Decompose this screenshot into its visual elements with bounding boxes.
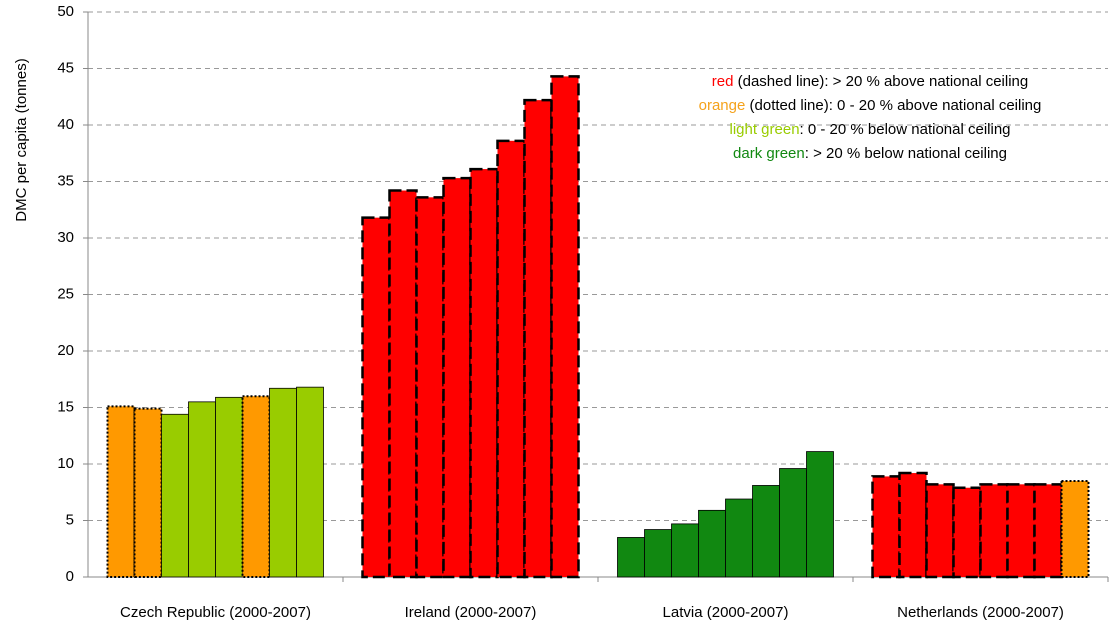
bar	[725, 498, 753, 578]
bar	[898, 471, 928, 579]
legend-text: : > 20 % below national ceiling	[805, 145, 1007, 162]
y-tick-label: 45	[57, 59, 74, 76]
legend-entry: light green: 0 - 20 % below national cei…	[729, 121, 1010, 138]
y-tick-label: 50	[57, 3, 74, 20]
x-tick-label: Netherlands (2000-2007)	[897, 604, 1064, 621]
legend-text: (dashed line): > 20 % above national cei…	[733, 73, 1028, 90]
bar	[415, 196, 445, 579]
y-tick-label: 40	[57, 116, 74, 133]
y-tick-label: 20	[57, 342, 74, 359]
bar	[698, 509, 726, 578]
bar	[671, 523, 699, 578]
bar	[550, 75, 580, 579]
bar	[361, 216, 391, 579]
bar	[215, 396, 243, 578]
y-tick-label: 0	[66, 568, 74, 585]
bar	[106, 405, 136, 578]
bar	[644, 529, 672, 578]
bar	[523, 98, 553, 579]
legend-word: dark green	[733, 145, 805, 162]
legend-word: orange	[699, 97, 746, 114]
bar	[806, 451, 834, 578]
bar	[752, 485, 780, 578]
bar	[269, 387, 297, 578]
y-tick-label: 10	[57, 455, 74, 472]
bar	[469, 167, 499, 579]
y-tick-label: 5	[66, 511, 74, 528]
legend-entry: orange (dotted line): 0 - 20 % above nat…	[699, 97, 1042, 114]
bar	[296, 386, 324, 578]
legend-text: (dotted line): 0 - 20 % above national c…	[745, 97, 1041, 114]
x-tick-label: Ireland (2000-2007)	[405, 604, 537, 621]
legend-word: red	[712, 73, 734, 90]
bar	[925, 483, 955, 579]
legend-word: light green	[729, 121, 799, 138]
x-tick-label: Latvia (2000-2007)	[663, 604, 789, 621]
bar	[241, 395, 271, 579]
bar	[496, 139, 526, 579]
legend-entry: dark green: > 20 % below national ceilin…	[733, 145, 1007, 162]
bar	[442, 176, 472, 579]
bar	[1033, 483, 1063, 579]
bar	[133, 407, 163, 578]
bar	[871, 475, 901, 579]
bar	[161, 413, 189, 578]
bar	[779, 468, 807, 578]
legend-text: : 0 - 20 % below national ceiling	[800, 121, 1011, 138]
y-tick-label: 25	[57, 285, 74, 302]
bar	[617, 537, 645, 578]
bar	[952, 486, 982, 579]
x-tick-label: Czech Republic (2000-2007)	[120, 604, 311, 621]
bar	[979, 483, 1009, 579]
y-tick-label: 35	[57, 172, 74, 189]
bar	[1060, 479, 1090, 579]
legend-entry: red (dashed line): > 20 % above national…	[712, 73, 1028, 90]
y-axis-label: DMC per capita (tonnes)	[13, 58, 30, 221]
bar	[1006, 483, 1036, 579]
y-tick-label: 30	[57, 229, 74, 246]
bar	[188, 401, 216, 578]
y-tick-label: 15	[57, 398, 74, 415]
bar	[388, 189, 418, 579]
